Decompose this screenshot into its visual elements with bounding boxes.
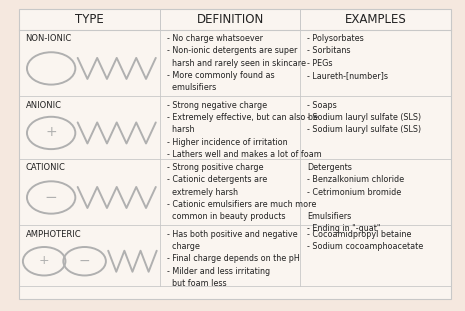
Text: - Strong negative charge
- Extremely effective, but can also be
  harsh
- Higher: - Strong negative charge - Extremely eff… [167, 101, 322, 159]
Text: DEFINITION: DEFINITION [197, 13, 264, 26]
Text: AMPHOTERIC: AMPHOTERIC [26, 230, 81, 239]
Text: EXAMPLES: EXAMPLES [345, 13, 406, 26]
Text: - No charge whatsoever
- Non-ionic detergents are super
  harsh and rarely seen : - No charge whatsoever - Non-ionic deter… [167, 34, 306, 92]
Text: +: + [39, 254, 49, 267]
Text: Detergents
- Benzalkonium chloride
- Cetrimonium bromide

Emulsifiers
- Ending i: Detergents - Benzalkonium chloride - Cet… [307, 163, 404, 233]
Text: - Strong positive charge
- Cationic detergents are
  extremely harsh
- Cationic : - Strong positive charge - Cationic dete… [167, 163, 317, 221]
Text: - Has both positive and negative
  charge
- Final charge depends on the pH
- Mil: - Has both positive and negative charge … [167, 230, 300, 288]
Text: −: − [79, 254, 90, 268]
Text: TYPE: TYPE [75, 13, 104, 26]
FancyBboxPatch shape [19, 9, 451, 299]
Text: CATIONIC: CATIONIC [26, 163, 66, 172]
Text: ANIONIC: ANIONIC [26, 101, 61, 110]
Text: +: + [46, 125, 57, 139]
Text: NON-IONIC: NON-IONIC [26, 34, 72, 43]
Text: - Soaps
- Sodium lauryl sulfate (SLS)
- Sodium lauryl sulfate (SLS): - Soaps - Sodium lauryl sulfate (SLS) - … [307, 101, 421, 134]
Text: - Polysorbates
- Sorbitans
- PEGs
- Laureth-[number]s: - Polysorbates - Sorbitans - PEGs - Laur… [307, 34, 388, 80]
Text: −: − [45, 190, 58, 205]
Text: - Cocoamidpropyl betaine
- Sodium cocoamphoacetate: - Cocoamidpropyl betaine - Sodium cocoam… [307, 230, 423, 251]
